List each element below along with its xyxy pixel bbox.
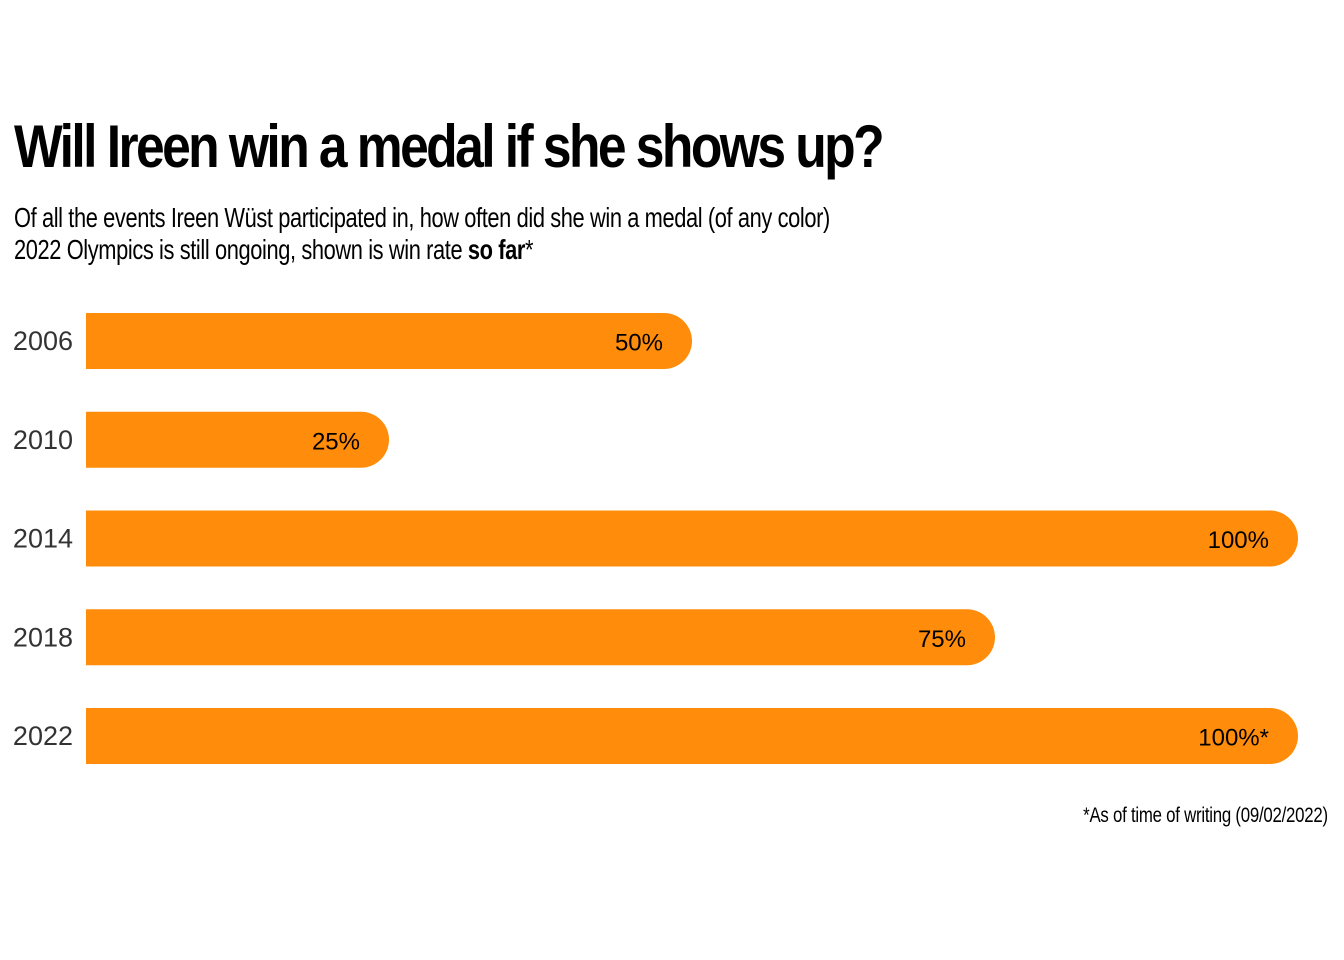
value-label-2010: 25% [312,428,360,455]
value-label-2006: 50% [615,330,663,357]
subtitle-line-2-text: 2022 Olympics is still ongoing, shown is… [14,234,468,265]
subtitle-line-1: Of all the events Ireen Wüst participate… [14,202,830,233]
subtitle-emphasis: so far [467,234,526,265]
subtitle-asterisk: * [525,234,534,265]
bar-2006 [86,313,692,369]
value-label-2022: 100%* [1198,725,1269,752]
bar-2014 [86,510,1298,567]
value-label-2018: 75% [918,626,966,653]
bar-2018 [86,609,996,666]
category-label-2022: 2022 [13,721,73,751]
footnote: *As of time of writing (09/02/2022) [1083,804,1328,827]
category-label-2018: 2018 [13,622,73,652]
chart-title: Will Ireen win a medal if she shows up? [14,113,885,180]
category-label-2006: 2006 [13,326,73,356]
bar-2010 [86,411,389,468]
subtitle-line-2: 2022 Olympics is still ongoing, shown is… [14,234,830,266]
bar-2022 [86,708,1298,764]
chart-subtitle: Of all the events Ireen Wüst participate… [14,202,830,266]
category-label-2014: 2014 [13,524,73,554]
category-label-2010: 2010 [13,425,73,455]
value-label-2014: 100% [1208,527,1269,554]
